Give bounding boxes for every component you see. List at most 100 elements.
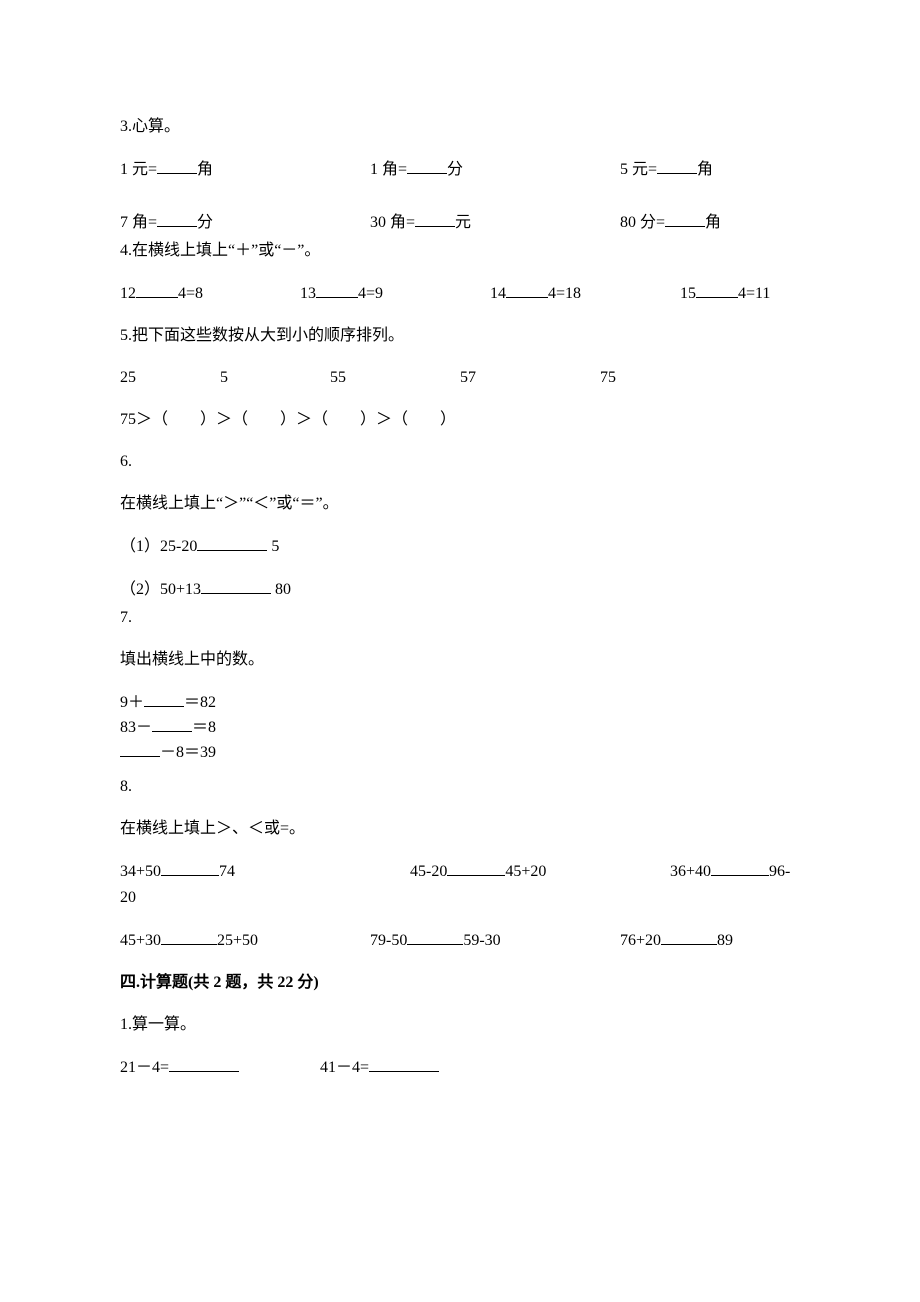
q3-r1c3-right: 角: [697, 161, 713, 178]
q4-i2-a: 13: [300, 285, 316, 302]
q8-r1c3-r: 96-: [769, 863, 790, 880]
q7-lines: 9＋＝82 83－ ＝8 －8＝39: [120, 690, 800, 765]
blank: [415, 210, 455, 227]
q4-i2: 13 4=9: [300, 281, 490, 306]
q3-r1c1-left: 1 元=: [120, 161, 157, 178]
blank: [152, 715, 192, 732]
q4-i4-a: 15: [680, 285, 696, 302]
s4-q1-i1-expr: 21－4=: [120, 1059, 169, 1076]
q3-r1c3-left: 5 元=: [620, 161, 657, 178]
q4-i3-a: 14: [490, 285, 506, 302]
q4-i3: 14 4=18: [490, 281, 680, 306]
q3-r2c3: 80 分= 角: [620, 210, 721, 235]
s4-q1-i2: 41－4=: [320, 1055, 439, 1080]
q4-i4-b: 4=11: [738, 285, 770, 302]
q4-i4: 15 4=11: [680, 281, 770, 306]
s4-q1-i1: 21－4=: [120, 1055, 320, 1080]
q3-r2c1: 7 角=分: [120, 210, 370, 235]
q7-l2-post: ＝8: [192, 719, 216, 736]
q8-r1c2-l: 45-20: [410, 863, 447, 880]
q8-r1c2: 45-2045+20: [410, 859, 670, 884]
q5-n3: 55: [330, 366, 460, 390]
blank: [120, 740, 160, 757]
blank: [661, 928, 717, 945]
q4-i1-a: 12: [120, 285, 136, 302]
q6-i2-right: 80: [271, 581, 291, 598]
q3-label: 3.心算。: [120, 115, 800, 139]
blank: [657, 157, 697, 174]
blank: [201, 577, 271, 594]
q6-i2-left: （2）50+13: [120, 581, 201, 598]
q3-r1c1-right: 角: [197, 161, 213, 178]
blank: [447, 859, 505, 876]
q3-r2c3-left: 80 分=: [620, 214, 665, 231]
q3-r2c1-left: 7 角=: [120, 214, 157, 231]
q3-row2: 7 角=分 30 角= 元 80 分= 角: [120, 210, 800, 235]
q6-prompt: 在横线上填上“＞”“＜”或“＝”。: [120, 492, 800, 516]
q3-r2c3-right: 角: [705, 214, 721, 231]
q8-row1-tail: 20: [120, 886, 800, 910]
q7-prompt: 填出横线上中的数。: [120, 648, 800, 672]
q3-r1c1: 1 元= 角: [120, 157, 370, 182]
blank: [407, 157, 447, 174]
q4-label: 4.在横线上填上“＋”或“－”。: [120, 239, 800, 263]
blank: [665, 210, 705, 227]
blank: [157, 157, 197, 174]
q3-row1: 1 元= 角 1 角= 分 5 元= 角: [120, 157, 800, 182]
blank: [506, 281, 548, 298]
q6-label: 6.: [120, 450, 800, 474]
q8-r2c2-l: 79-50: [370, 932, 407, 949]
q8-row2: 45+30 25+50 79-50 59-30 76+2089: [120, 928, 800, 953]
q3-r1c2: 1 角= 分: [370, 157, 620, 182]
blank: [711, 859, 769, 876]
blank: [157, 210, 197, 227]
q6-i1-right: 5: [267, 538, 279, 555]
blank: [407, 928, 463, 945]
blank: [136, 281, 178, 298]
q8-r2c3-l: 76+20: [620, 932, 661, 949]
blank: [696, 281, 738, 298]
q7-l3-post: －8＝39: [160, 744, 216, 761]
q7-l1: 9＋＝82: [120, 690, 800, 715]
blank: [161, 928, 217, 945]
q4-row: 124=8 134=9 144=18 154=11: [120, 281, 800, 306]
q3-r1c2-right: 分: [447, 161, 463, 178]
section4-title: 四.计算题(共 2 题，共 22 分): [120, 971, 800, 995]
q3-r1c2-left: 1 角=: [370, 161, 407, 178]
q8-r1c3-l: 36+40: [670, 863, 711, 880]
q4-i2-b: 4=9: [358, 285, 383, 302]
q3-r2c2-right: 元: [455, 214, 471, 231]
q8-r1c1-r: 74: [219, 863, 235, 880]
q8-r1c1: 34+50 74: [120, 859, 410, 884]
q5-sequence: 75＞（ ）＞（ ）＞（ ）＞（ ）: [120, 408, 800, 432]
q7-label: 7.: [120, 606, 800, 630]
blank: [197, 534, 267, 551]
q8-r2c2: 79-50 59-30: [370, 928, 620, 953]
q3-r2c2-left: 30 角=: [370, 214, 415, 231]
q5-numbers: 25 5 55 57 75: [120, 366, 800, 390]
q4-i3-b: 4=18: [548, 285, 581, 302]
q8-r2c2-r: 59-30: [463, 932, 500, 949]
q8-r1c3: 36+40 96-: [670, 859, 790, 884]
blank: [169, 1055, 239, 1072]
q5-n5: 75: [600, 366, 616, 390]
q6-i2: （2）50+13 80: [120, 577, 800, 602]
q7-l1-post: ＝82: [184, 694, 216, 711]
q6-i1: （1）25-20 5: [120, 534, 800, 559]
q5-n1: 25: [120, 366, 220, 390]
blank: [369, 1055, 439, 1072]
q8-r1c1-l: 34+50: [120, 863, 161, 880]
q8-r2c3: 76+2089: [620, 928, 733, 953]
q8-r2c1-r: 25+50: [217, 932, 258, 949]
q8-row1: 34+50 74 45-2045+20 36+40 96-: [120, 859, 800, 884]
q3-r1c3: 5 元= 角: [620, 157, 713, 182]
s4-q1-label: 1.算一算。: [120, 1013, 800, 1037]
q3-r2c2: 30 角= 元: [370, 210, 620, 235]
q5-n2: 5: [220, 366, 330, 390]
q8-r2c1-l: 45+30: [120, 932, 161, 949]
q8-prompt: 在横线上填上＞、＜或=。: [120, 817, 800, 841]
blank: [161, 859, 219, 876]
q6-i1-left: （1）25-20: [120, 538, 197, 555]
q7-l2-pre: 83－: [120, 719, 152, 736]
q8-r2c1: 45+30 25+50: [120, 928, 370, 953]
